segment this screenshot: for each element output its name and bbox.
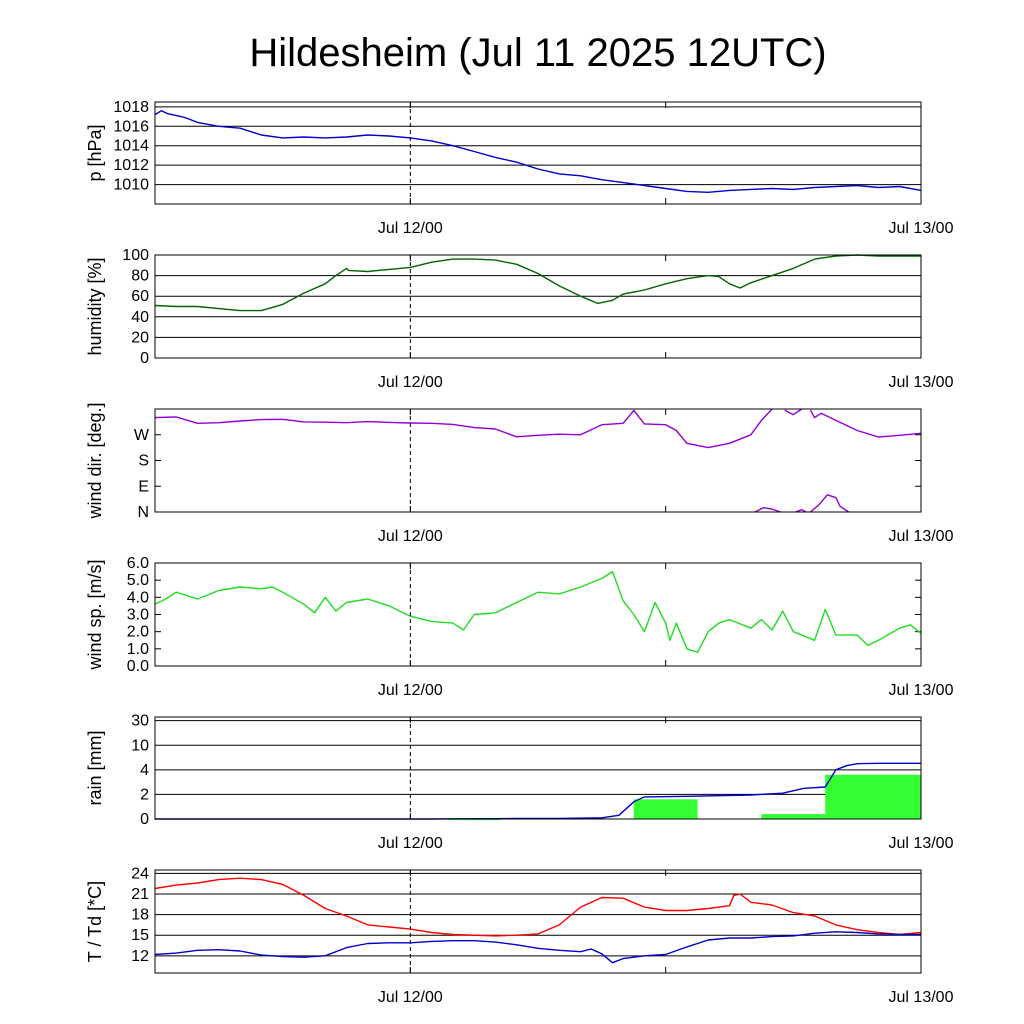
y-tick-label: 80 (131, 268, 149, 285)
y-tick-label: 1018 (113, 99, 149, 116)
panel-frame (154, 562, 922, 667)
x-date-label: Jul 13/00 (889, 682, 954, 699)
series-line-wind_speed (154, 570, 922, 653)
y-tick-label: 0 (140, 350, 149, 367)
series-line-temperature (154, 877, 922, 937)
y-axis-title: rain [mm] (85, 730, 105, 805)
y-tick-label: 6.0 (127, 555, 149, 572)
series-line-dewpoint (154, 931, 921, 964)
rain-bar (825, 774, 921, 819)
x-date-label: Jul 12/00 (378, 835, 443, 852)
series-line-wind_dir (809, 409, 922, 438)
rain-bar (761, 814, 826, 819)
y-tick-label: 1.0 (127, 641, 149, 658)
x-date-label: Jul 13/00 (889, 989, 954, 1006)
y-tick-label: W (134, 427, 150, 444)
y-tick-label: S (138, 453, 149, 470)
panel-frame (154, 101, 922, 205)
x-date-label: Jul 13/00 (889, 528, 954, 545)
x-date-label: Jul 13/00 (889, 374, 954, 391)
series-line-wind_dir (809, 494, 850, 513)
y-tick-label: 0.0 (127, 658, 149, 675)
rain-bar (633, 799, 698, 819)
panel-wind_speed: 6.05.04.03.02.01.00.0 Jul 12/00 Jul 13/00 w… (85, 555, 954, 699)
y-tick-label: 21 (131, 886, 149, 903)
series-line-wind_dir (795, 509, 807, 513)
panel-frame (154, 716, 922, 820)
series-line-pressure (154, 110, 922, 193)
y-tick-label: 12 (131, 948, 149, 965)
y-tick-label: 100 (122, 247, 149, 264)
y-tick-label: 10 (131, 737, 149, 754)
series-line-wind_dir (754, 507, 781, 513)
y-tick-label: 5.0 (127, 572, 149, 589)
panel-frame (154, 869, 922, 974)
y-tick-label: 24 (131, 865, 149, 882)
series-line-wind_dir (154, 408, 773, 449)
y-tick-label: 4 (140, 762, 149, 779)
panel-temperature: 24 21 18 15 12 Jul 12/00 Jul 13/00 T / Td [*C] (85, 865, 954, 1006)
x-date-label: Jul 13/00 (889, 835, 954, 852)
chart-title: Hildesheim (Jul 11 2025 12UTC) (249, 31, 826, 75)
x-date-label: Jul 12/00 (378, 374, 443, 391)
y-tick-label: 2 (140, 786, 149, 803)
y-axis-title: wind sp. [m/s] (85, 559, 105, 670)
y-axis-title: humidity [%] (85, 257, 105, 355)
series-line-humidity (154, 254, 921, 312)
x-date-label: Jul 12/00 (378, 682, 443, 699)
y-tick-label: 2.0 (127, 624, 149, 641)
y-tick-label: 60 (131, 288, 149, 305)
y-axis-title: p [hPa] (85, 124, 105, 181)
y-tick-label: 1012 (113, 157, 149, 174)
panel-pressure: 1018 1016 1014 1012 1010 Jul 12/00 Jul 13/00 p … (85, 99, 954, 237)
y-axis-title: T / Td [*C] (85, 881, 105, 962)
series-line-wind_dir (784, 408, 803, 416)
panel-rain: 30 10 4 2 0 Jul 12/00 Jul 13/00 rain [mm] (85, 713, 954, 852)
y-tick-label: 1014 (113, 138, 149, 155)
y-tick-label: 18 (131, 907, 149, 924)
y-tick-label: 20 (131, 329, 149, 346)
x-date-label: Jul 13/00 (889, 220, 954, 237)
y-tick-label: 3.0 (127, 607, 149, 624)
y-tick-label: 40 (131, 309, 149, 326)
y-tick-label: N (137, 504, 149, 521)
y-tick-label: 0 (140, 811, 149, 828)
y-tick-label: 1010 (113, 177, 149, 194)
y-tick-label: 15 (131, 927, 149, 944)
y-axis-title: wind dir. [deg.] (85, 402, 105, 519)
panel-humidity: 100 80 60 40 20 0 Jul 12/00 Jul 13/00 humidity [… (85, 247, 954, 391)
panel-frame (154, 408, 922, 513)
x-date-label: Jul 12/00 (378, 220, 443, 237)
y-tick-label: 30 (131, 713, 149, 730)
y-tick-label: 1016 (113, 118, 149, 135)
panel-frame (154, 254, 922, 359)
x-date-label: Jul 12/00 (378, 989, 443, 1006)
y-tick-label: 4.0 (127, 589, 149, 606)
x-date-label: Jul 12/00 (378, 528, 443, 545)
y-tick-label: E (138, 478, 149, 495)
